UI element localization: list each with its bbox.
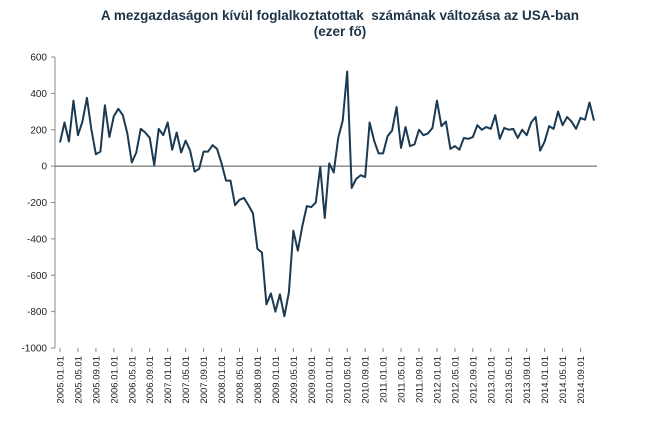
y-tick-label: 400 (30, 89, 47, 100)
x-tick-label: 2005.09.01 (91, 356, 102, 404)
x-tick-label: 2014.05.01 (558, 356, 569, 404)
x-tick-label: 2009.09.01 (307, 356, 318, 404)
plot-area: 600 400 200 0 -200 -400 -600 -800 -1000 2005.01.0… (21, 53, 597, 404)
x-tick-label: 2009.01.01 (271, 356, 282, 404)
y-tick-label: 600 (30, 53, 47, 64)
x-tick-label: 2014.09.01 (576, 356, 587, 404)
y-tick-label: -1000 (21, 344, 47, 355)
x-tick-label: 2013.05.01 (504, 356, 515, 404)
x-tick-label: 2012.05.01 (450, 356, 461, 404)
y-tick-label: 200 (30, 125, 47, 136)
x-tick-label: 2010.01.01 (325, 356, 336, 404)
x-tick-label: 2010.09.01 (361, 356, 372, 404)
x-tick-label: 2013.09.01 (522, 356, 533, 404)
chart-subtitle: (ezer fő) (313, 24, 367, 39)
x-tick-label: 2011.01.01 (379, 356, 390, 403)
x-tick-label: 2014.01.01 (540, 356, 551, 404)
x-tick-label: 2008.09.01 (253, 356, 264, 404)
series-line (59, 70, 595, 318)
y-tick-label: -400 (27, 234, 47, 245)
x-tick-label: 2005.05.01 (73, 356, 84, 404)
x-tick-label: 2008.05.01 (235, 356, 246, 404)
y-tick-label: -600 (27, 271, 47, 282)
x-tick-label: 2007.01.01 (163, 356, 174, 404)
x-tick-label: 2005.01.01 (56, 356, 67, 404)
chart-title-block: A mezgazdaságon kívül foglalkoztatottak … (40, 8, 640, 40)
y-tick-label: 0 (41, 162, 47, 173)
x-tick-label: 2012.01.01 (432, 356, 443, 404)
x-tick-label: 2013.01.01 (486, 356, 497, 404)
x-tick-label: 2007.09.01 (199, 356, 210, 404)
x-tick-label: 2011.05.01 (397, 356, 408, 403)
x-tick-label: 2006.01.01 (109, 356, 120, 404)
x-tick-label: 2010.05.01 (343, 356, 354, 404)
x-tick-label: 2006.09.01 (145, 356, 156, 404)
y-tick-label: -200 (27, 198, 47, 209)
x-tick-label: 2008.01.01 (217, 356, 228, 404)
x-tick-label: 2011.09.01 (414, 356, 425, 403)
chart-title: A mezgazdaságon kívül foglalkoztatottak … (100, 8, 580, 23)
x-tick-label: 2012.09.01 (468, 356, 479, 404)
y-tick-label: -800 (27, 307, 47, 318)
x-tick-label: 2007.05.01 (181, 356, 192, 404)
x-tick-label: 2006.05.01 (127, 356, 138, 404)
x-tick-label: 2009.05.01 (289, 356, 300, 404)
